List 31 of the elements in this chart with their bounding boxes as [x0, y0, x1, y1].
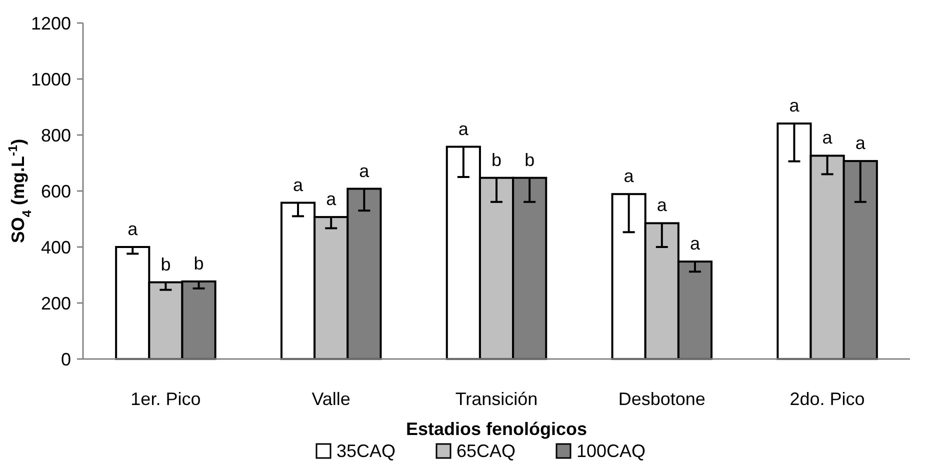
x-tick-label: Valle — [312, 389, 350, 409]
y-tick-label: 600 — [40, 181, 71, 202]
legend-label: 100CAQ — [576, 441, 646, 461]
data-label: b — [160, 254, 171, 274]
legend-label: 65CAQ — [456, 441, 516, 461]
y-tick-label: 1000 — [30, 69, 71, 90]
y-tick-label: 200 — [40, 293, 71, 314]
y-tick-label: 0 — [60, 349, 71, 370]
data-label: b — [194, 253, 204, 274]
data-label: a — [690, 234, 701, 254]
x-tick-label: 2do. Pico — [790, 389, 865, 409]
legend-label: 35CAQ — [336, 441, 396, 461]
data-label: a — [326, 189, 338, 210]
data-label: b — [491, 150, 502, 170]
data-label: a — [624, 166, 635, 186]
y-tick-label: 1200 — [30, 13, 71, 34]
x-tick-label: Desbotone — [618, 389, 706, 409]
data-label: a — [293, 174, 304, 195]
data-label: a — [855, 133, 866, 154]
data-label: a — [789, 96, 800, 116]
x-axis-title: Estadios fenológicos — [406, 419, 588, 439]
data-label: a — [822, 128, 834, 148]
data-label: a — [359, 160, 370, 181]
x-tick-label: 1er. Pico — [130, 389, 201, 409]
data-label: a — [458, 118, 470, 139]
y-tick-label: 800 — [40, 125, 71, 146]
y-tick-label: 400 — [40, 237, 71, 258]
data-label: a — [656, 195, 668, 216]
data-label: a — [128, 219, 139, 239]
data-label: b — [524, 150, 535, 170]
x-tick-label: Transición — [455, 389, 538, 409]
